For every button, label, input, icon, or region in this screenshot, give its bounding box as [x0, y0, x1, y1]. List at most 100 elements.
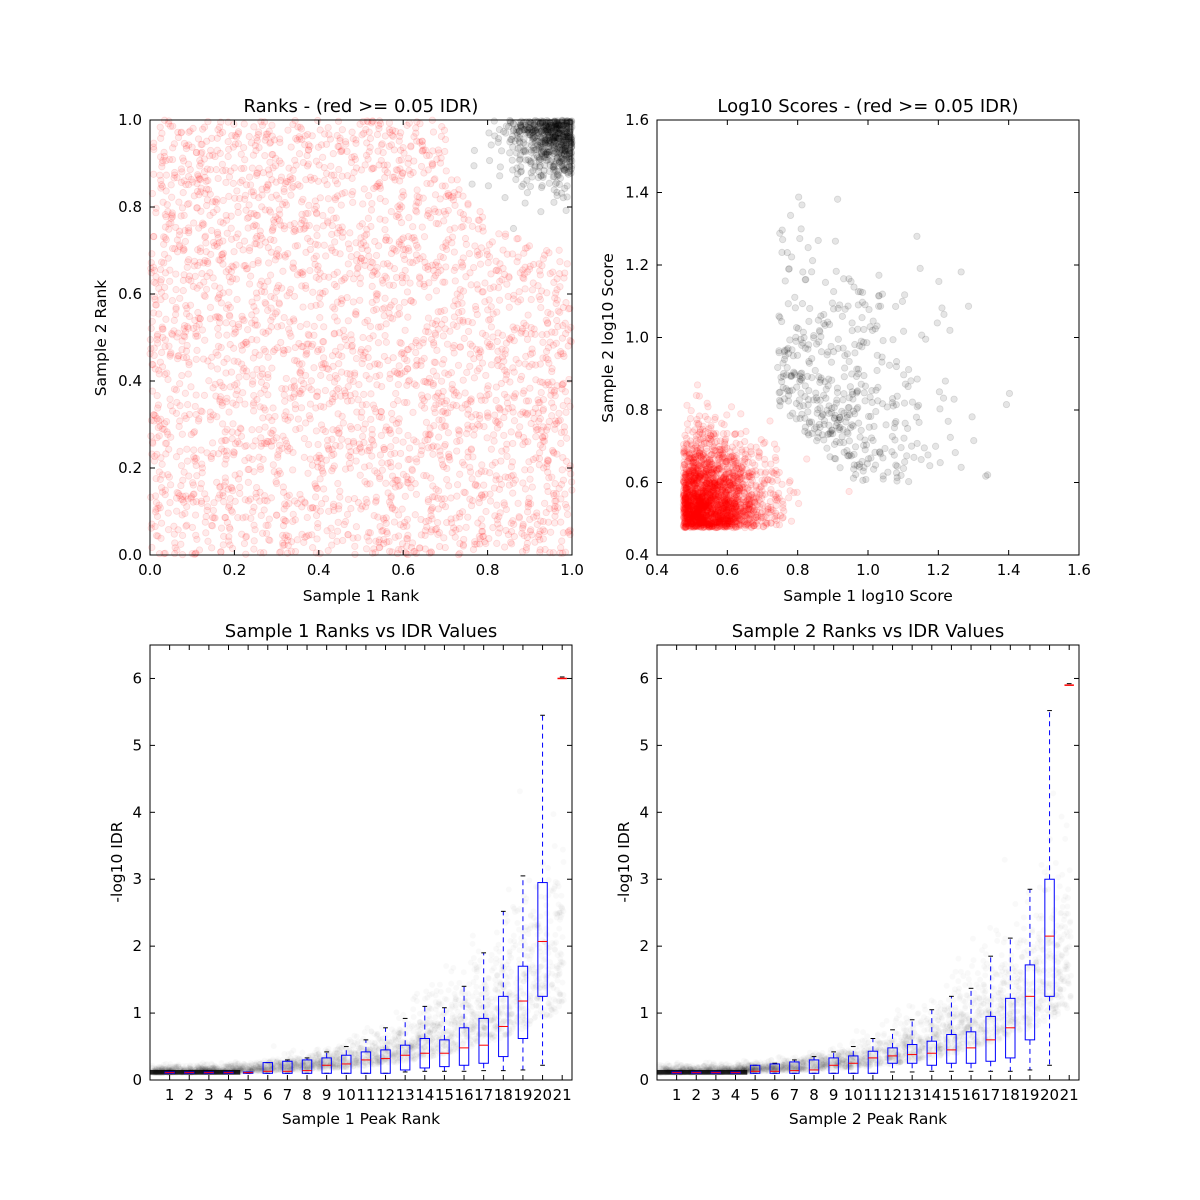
black-point: [516, 130, 524, 138]
red-point: [276, 135, 284, 143]
red-point: [411, 480, 419, 488]
red-point: [226, 312, 234, 320]
red-point: [267, 193, 276, 201]
red-point: [478, 461, 486, 469]
red-point: [205, 377, 213, 385]
red-point: [491, 411, 499, 419]
red-point: [298, 216, 306, 224]
red-point: [392, 389, 400, 398]
red-point: [249, 260, 257, 269]
red-point: [328, 395, 337, 403]
red-point: [359, 333, 367, 342]
black-point: [533, 117, 541, 125]
red-point: [387, 501, 395, 509]
black-point: [530, 127, 538, 135]
red-point: [192, 148, 201, 157]
red-point: [281, 412, 289, 420]
red-point: [213, 413, 221, 421]
red-point: [358, 448, 366, 456]
red-point: [328, 531, 336, 540]
red-point: [448, 233, 457, 241]
red-point: [170, 316, 178, 325]
red-point: [366, 143, 374, 151]
red-point: [289, 448, 297, 457]
red-point: [442, 239, 450, 247]
red-point: [526, 475, 534, 483]
red-point: [297, 376, 305, 384]
red-point: [356, 280, 364, 288]
red-point: [214, 324, 222, 333]
red-point: [449, 401, 457, 409]
red-point: [368, 452, 376, 460]
red-point: [441, 543, 449, 552]
red-point: [429, 147, 437, 155]
red-point: [322, 169, 331, 178]
red-point: [167, 481, 175, 489]
red-point: [447, 369, 455, 377]
red-point: [476, 540, 484, 548]
red-point: [520, 433, 528, 442]
red-point: [196, 281, 204, 289]
red-point: [343, 510, 352, 518]
red-point: [241, 156, 249, 164]
red-point: [181, 237, 189, 246]
red-point: [331, 238, 339, 246]
red-point: [369, 117, 377, 125]
red-point: [427, 180, 435, 188]
red-point: [367, 390, 375, 398]
red-point: [257, 287, 266, 296]
red-point: [328, 541, 336, 549]
red-point: [287, 547, 295, 555]
red-point: [170, 174, 178, 182]
red-point: [230, 248, 238, 256]
red-point: [301, 224, 309, 232]
red-point: [285, 499, 293, 508]
red-point: [215, 256, 223, 264]
red-point: [281, 415, 289, 423]
red-point: [158, 163, 166, 171]
red-point: [203, 165, 211, 173]
red-point: [350, 152, 358, 161]
red-point: [233, 295, 241, 304]
red-point: [262, 300, 270, 308]
red-point: [485, 253, 494, 261]
red-point: [441, 315, 449, 324]
red-point: [179, 287, 187, 295]
red-point: [326, 373, 334, 382]
red-point: [779, 504, 787, 512]
red-point: [277, 221, 285, 229]
red-point: [488, 461, 496, 469]
red-point: [317, 141, 326, 149]
red-point: [493, 308, 501, 316]
red-point: [245, 201, 253, 209]
red-point: [343, 172, 352, 180]
red-point: [201, 256, 209, 265]
red-point: [216, 491, 224, 499]
red-point: [269, 164, 277, 172]
red-point: [176, 447, 184, 456]
red-point: [523, 508, 532, 516]
red-point: [402, 246, 410, 254]
red-point: [309, 544, 317, 552]
red-point: [456, 549, 464, 557]
black-point: [552, 120, 560, 128]
red-point: [368, 425, 376, 434]
red-point: [435, 399, 443, 407]
red-point: [453, 176, 461, 184]
red-point: [362, 371, 370, 380]
red-point: [319, 153, 327, 161]
black-point: [496, 172, 504, 180]
red-point: [184, 324, 192, 332]
red-point: [216, 284, 224, 292]
black-point: [537, 208, 545, 216]
red-point: [429, 493, 437, 501]
red-point: [237, 341, 246, 350]
red-point: [219, 196, 227, 205]
red-point: [269, 404, 277, 412]
red-point: [183, 200, 192, 208]
red-point: [169, 244, 177, 253]
red-point: [293, 536, 301, 544]
red-point: [191, 511, 200, 519]
red-point: [551, 425, 559, 433]
red-point: [552, 497, 560, 505]
